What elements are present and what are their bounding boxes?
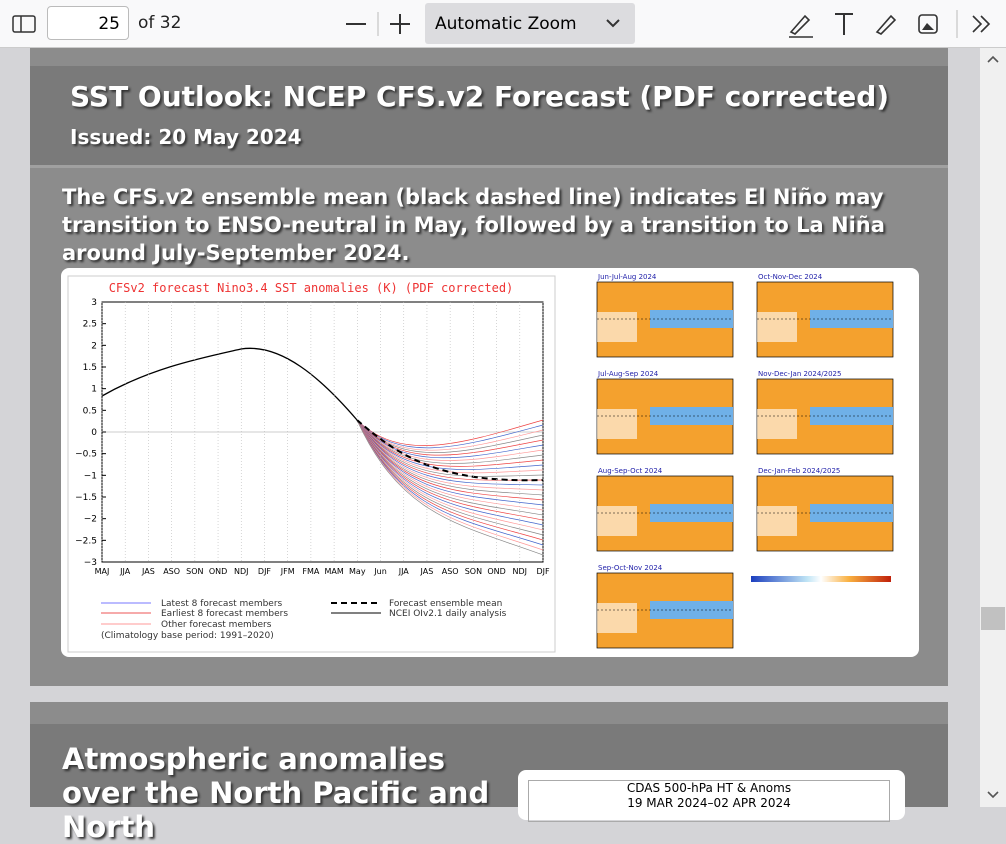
member-line — [356, 419, 544, 474]
y-tick-label: 1.5 — [83, 363, 97, 373]
map-title: Jun-Jul-Aug 2024 — [597, 273, 657, 281]
map-land — [757, 506, 797, 536]
x-tick-label: SON — [186, 567, 203, 576]
panel-title: CDAS 500-hPa HT & Anoms — [626, 781, 792, 795]
map-title: Nov-Dec-Jan 2024/2025 — [758, 370, 841, 378]
x-tick-label: May — [349, 567, 366, 576]
y-tick-label: −2.5 — [75, 536, 97, 546]
panel-sub: 19 MAR 2024–02 APR 2024 — [627, 796, 791, 810]
x-tick-label: NDJ — [234, 567, 249, 576]
member-line — [356, 419, 544, 456]
y-tick-label: −1.5 — [75, 493, 97, 503]
legend-label: Latest 8 forecast members — [161, 599, 283, 609]
map-cool — [650, 504, 733, 522]
member-line — [356, 419, 544, 467]
zoom-select[interactable]: Automatic Zoom — [425, 3, 635, 44]
legend-label: Other forecast members — [161, 620, 272, 630]
slide-title: Atmospheric anomalies over the North Pac… — [62, 742, 490, 844]
map-cool — [650, 407, 733, 425]
panel-box: CDAS 500-hPa HT & Anoms 19 MAR 2024–02 AP… — [528, 780, 890, 822]
slide-2: Atmospheric anomalies over the North Pac… — [30, 702, 948, 844]
map-land — [757, 312, 797, 342]
y-tick-label: 1 — [91, 385, 97, 395]
y-tick-label: 0 — [91, 428, 97, 438]
x-tick-label: ASO — [442, 567, 459, 576]
member-line — [356, 419, 544, 461]
x-tick-label: MAM — [324, 567, 343, 576]
map-cool — [650, 601, 733, 619]
member-line — [356, 419, 544, 459]
x-tick-label: OND — [209, 567, 227, 576]
x-tick-label: JFM — [280, 567, 295, 576]
y-tick-label: 2.5 — [83, 320, 97, 330]
map-land — [597, 409, 637, 439]
x-tick-label: MAJ — [95, 567, 110, 576]
map-cool — [650, 310, 733, 328]
map-title: Oct-Nov-Dec 2024 — [758, 273, 823, 281]
x-tick-label: Jun — [373, 567, 387, 576]
y-tick-label: −1 — [84, 471, 97, 481]
figure: Jun-Jul-Aug 2024 Oct-Nov-Dec 2024 Jul-Aug-… — [61, 268, 919, 657]
map-cool — [810, 310, 893, 328]
page-count: of 32 — [138, 13, 182, 33]
slide-title: SST Outlook: NCEP CFS.v2 Forecast (PDF c… — [70, 80, 890, 113]
x-tick-label: OND — [487, 567, 505, 576]
toolbar: 25 of 32 Automatic Zoom — [0, 0, 1006, 48]
x-tick-label: FMA — [302, 567, 320, 576]
map-cool — [810, 407, 893, 425]
y-tick-label: 2 — [91, 341, 97, 351]
x-tick-label: DJF — [258, 567, 272, 576]
map-land — [597, 506, 637, 536]
tools[interactable] — [785, 8, 1005, 40]
map-land — [597, 603, 637, 633]
legend-label: NCEI OIv2.1 daily analysis — [389, 609, 507, 619]
x-tick-label: DJF — [536, 567, 550, 576]
x-tick-label: JJA — [398, 567, 410, 576]
legend-label: Earliest 8 forecast members — [161, 609, 288, 619]
member-line — [356, 419, 544, 464]
x-tick-label: NDJ — [513, 567, 528, 576]
y-tick-label: 3 — [91, 298, 97, 308]
scroll-down[interactable] — [986, 790, 1000, 800]
map-cool — [810, 504, 893, 522]
y-tick-label: 0.5 — [83, 406, 97, 416]
issued: Issued: 20 May 2024 — [70, 125, 302, 149]
member-line — [356, 419, 544, 486]
x-tick-label: SON — [465, 567, 482, 576]
y-tick-label: −3 — [84, 558, 97, 568]
scrollbar[interactable] — [980, 48, 1006, 807]
scroll-thumb[interactable] — [981, 607, 1005, 630]
legend-label: Forecast ensemble mean — [389, 599, 502, 609]
zoom-label: Automatic Zoom — [435, 14, 577, 34]
zoom-buttons[interactable] — [340, 10, 420, 38]
legend-label: (Climatology base period: 1991–2020) — [101, 631, 274, 641]
member-line — [356, 419, 544, 477]
map-title: Aug-Sep-Oct 2024 — [598, 467, 663, 475]
x-tick-label: ASO — [163, 567, 180, 576]
map-land — [757, 409, 797, 439]
x-tick-label: JAS — [141, 567, 155, 576]
map-land — [597, 312, 637, 342]
map-title: Sep-Oct-Nov 2024 — [598, 564, 663, 572]
y-tick-label: −2 — [84, 515, 97, 525]
x-tick-label: JAS — [420, 567, 434, 576]
chart-title: CFSv2 forecast Nino3.4 SST anomalies (K)… — [109, 281, 514, 295]
map-title: Jul-Aug-Sep 2024 — [597, 370, 659, 378]
y-tick-label: −0.5 — [75, 450, 97, 460]
title-band — [30, 66, 948, 168]
member-line — [356, 419, 544, 556]
scroll-up[interactable] — [986, 54, 1000, 64]
page-input[interactable]: 25 — [47, 6, 129, 40]
x-tick-label: JJA — [119, 567, 131, 576]
sidebar-toggle[interactable] — [12, 14, 36, 34]
body-text: The CFS.v2 ensemble mean (black dashed l… — [62, 185, 885, 265]
chevron — [606, 19, 620, 28]
map-title: Dec-Jan-Feb 2024/2025 — [758, 467, 840, 475]
panel: CDAS 500-hPa HT & Anoms 19 MAR 2024–02 AP… — [518, 770, 905, 822]
